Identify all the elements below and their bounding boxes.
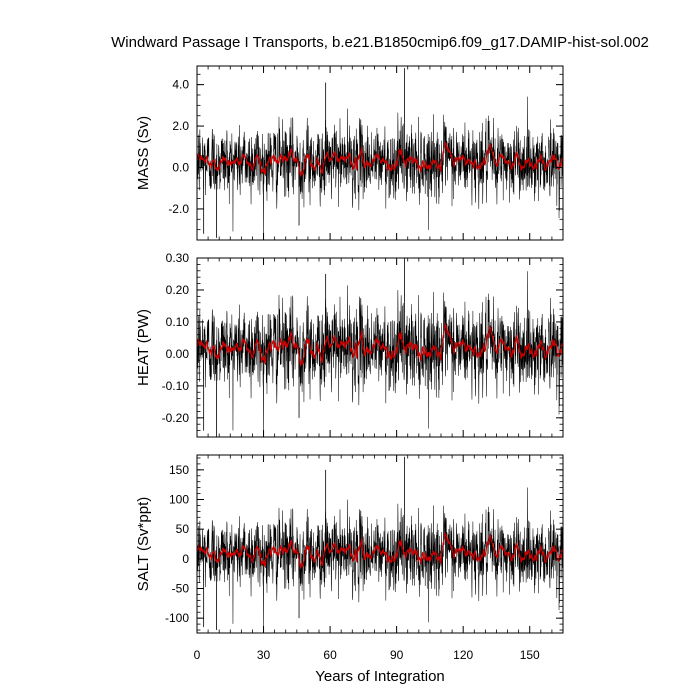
x-tick-label: 60: [323, 648, 337, 662]
x-tick-label: 90: [390, 648, 404, 662]
x-tick-label: 0: [194, 648, 201, 662]
y-tick-label: 2.0: [172, 119, 189, 133]
y-tick-label: 50: [176, 522, 190, 536]
y-tick-label: 100: [169, 493, 189, 507]
x-axis-label: Years of Integration: [315, 668, 445, 685]
series-monthly-0: [197, 96, 563, 240]
y-axis-label: SALT (Sv*ppt): [135, 497, 152, 591]
panel-salt: -100 -50 0 50 100 150 0 30 60 90 120 150 SALT (Sv*pp…: [135, 454, 564, 662]
plot-frame-2: [196, 454, 564, 634]
series-smoothed-1: [197, 322, 563, 368]
panel-mass: -2.0 0.0 2.0 4.0 MASS (Sv): [135, 65, 564, 241]
y-tick-label: 0.20: [166, 283, 190, 297]
x-tick-label: 120: [453, 648, 473, 662]
x-tick-label: 150: [520, 648, 540, 662]
y-tick-label: -0.20: [162, 411, 190, 425]
y-tick-label: 150: [169, 463, 189, 477]
y-tick-label: -2.0: [168, 202, 189, 216]
y-tick-label: 0: [182, 552, 189, 566]
y-tick-label: 0.30: [166, 251, 190, 265]
x-tick-label: 30: [257, 648, 271, 662]
y-tick-label: -100: [165, 611, 189, 625]
y-tick-label: 0.10: [166, 315, 190, 329]
y-axis-label: MASS (Sv): [135, 116, 152, 190]
y-axis-label: HEAT (PW): [135, 309, 152, 386]
chart-panels: -2.0 0.0 2.0 4.0 MASS (Sv) -0.20 -0.10 0.00 0.10…: [135, 65, 564, 662]
y-tick-label: -0.10: [162, 379, 190, 393]
series-monthly-2: [197, 487, 563, 633]
y-tick-label: -50: [172, 582, 190, 596]
y-tick-label: 0.0: [172, 161, 189, 175]
plot-frame-0: [196, 65, 564, 241]
y-tick-label: 0.00: [166, 347, 190, 361]
panel-heat: -0.20 -0.10 0.00 0.10 0.20 0.30 HEAT (PW): [135, 251, 564, 438]
y-tick-label: 4.0: [172, 78, 189, 92]
chart-title: Windward Passage I Transports, b.e21.B18…: [111, 34, 649, 51]
series-smoothed-2: [197, 531, 563, 570]
series-monthly-1: [197, 271, 563, 437]
series-smoothed-0: [197, 140, 563, 178]
